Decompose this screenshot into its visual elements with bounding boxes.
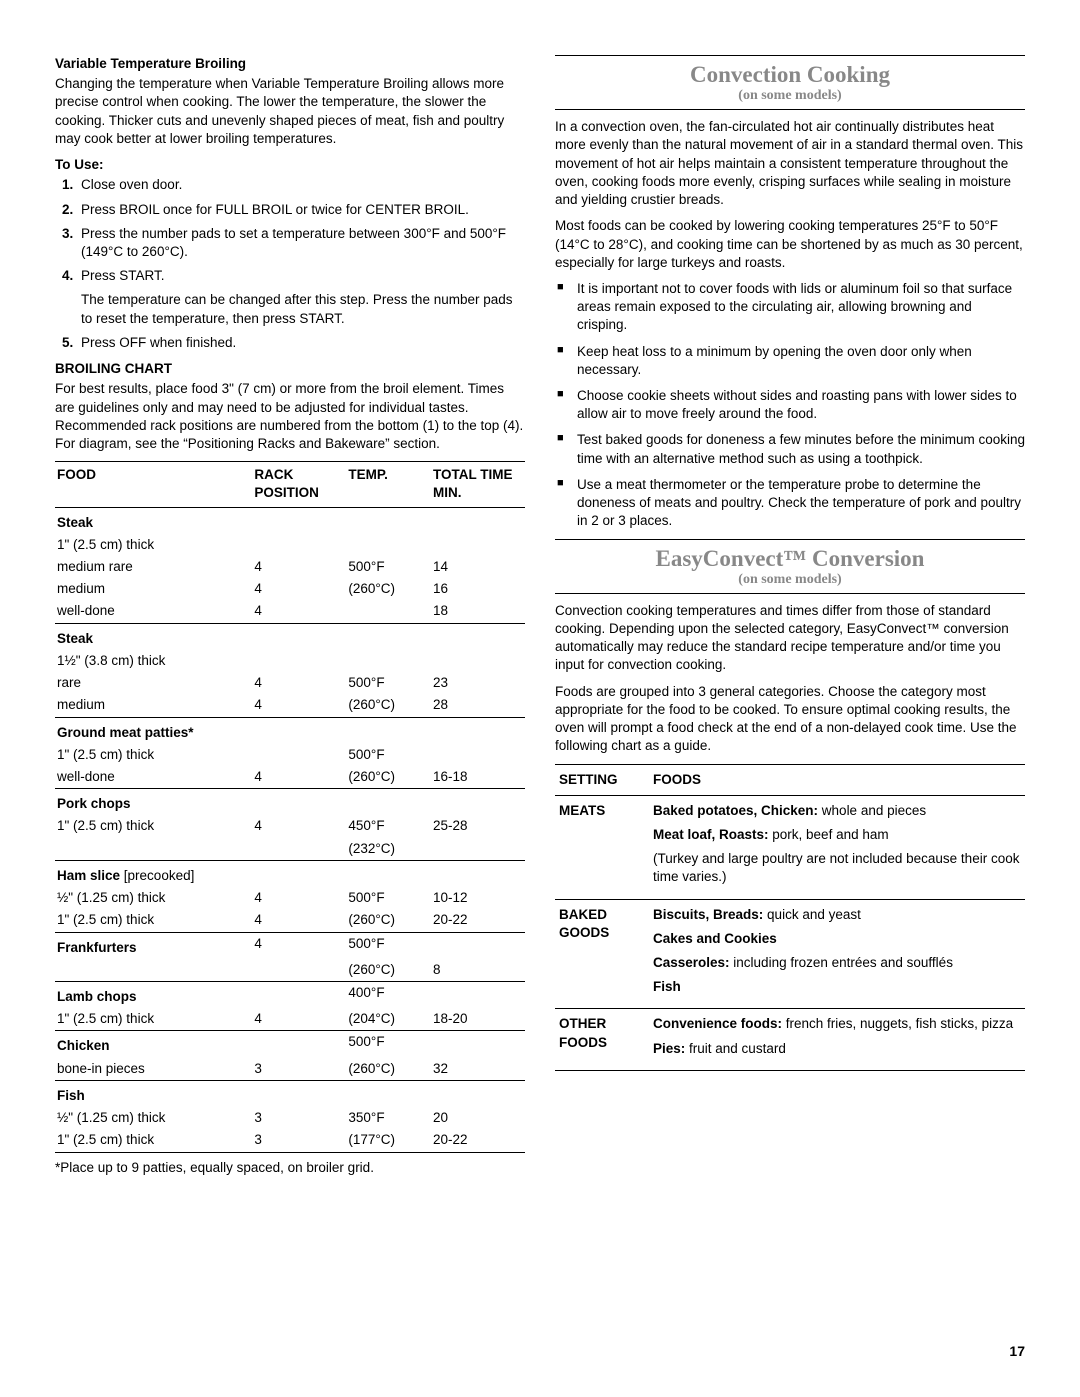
row-other: OTHER FOODS Convenience foods: french fr… <box>555 1009 1025 1070</box>
sz: 1" (2.5 cm) thick <box>55 534 252 556</box>
page-number: 17 <box>1009 1342 1025 1361</box>
th-time: TOTAL TIME MIN. <box>431 462 525 507</box>
step-4-note: The temperature can be changed after thi… <box>81 291 525 327</box>
setting-table: SETTING FOODS MEATS Baked potatoes, Chic… <box>555 764 1025 1071</box>
steps-list: Close oven door. Press BROIL once for FU… <box>55 176 525 352</box>
para-variable-temp: Changing the temperature when Variable T… <box>55 75 525 148</box>
th-foods: FOODS <box>649 764 1025 795</box>
broiling-table: FOOD RACK POSITION TEMP. TOTAL TIME MIN.… <box>55 461 525 1152</box>
th-rack: RACK POSITION <box>252 462 346 507</box>
row-baked: BAKED GOODS Biscuits, Breads: quick and … <box>555 899 1025 1009</box>
heading-to-use: To Use: <box>55 156 525 174</box>
th-setting: SETTING <box>555 764 649 795</box>
conv-b5: Use a meat thermometer or the temperatur… <box>555 476 1025 531</box>
sub-easyconvect: (on some models) <box>555 571 1025 590</box>
table-header-row: FOOD RACK POSITION TEMP. TOTAL TIME MIN. <box>55 462 525 507</box>
step-5: Press OFF when finished. <box>81 335 236 350</box>
conv-b2: Keep heat loss to a minimum by opening t… <box>555 343 1025 379</box>
heading-variable-temp: Variable Temperature Broiling <box>55 55 525 73</box>
row-meats: MEATS Baked potatoes, Chicken: whole and… <box>555 795 1025 899</box>
step-3: Press the number pads to set a temperatu… <box>81 226 506 259</box>
page: Variable Temperature Broiling Changing t… <box>55 55 1025 1177</box>
section-easyconvect: EasyConvect™ Conversion (on some models) <box>555 539 1025 594</box>
heading-easyconvect: EasyConvect™ Conversion <box>555 546 1025 571</box>
conv-b4: Test baked goods for doneness a few minu… <box>555 431 1025 467</box>
conv-b1: It is important not to cover foods with … <box>555 280 1025 335</box>
heading-broiling-chart: BROILING CHART <box>55 360 525 378</box>
grp: Steak <box>57 515 93 530</box>
th-food: FOOD <box>55 462 252 507</box>
right-column: Convection Cooking (on some models) In a… <box>555 55 1025 1177</box>
step-1: Close oven door. <box>81 177 182 192</box>
left-column: Variable Temperature Broiling Changing t… <box>55 55 525 1177</box>
footnote: *Place up to 9 patties, equally spaced, … <box>55 1159 525 1177</box>
step-4: Press START. <box>81 268 165 283</box>
setting-header-row: SETTING FOODS <box>555 764 1025 795</box>
row: medium rare <box>55 556 252 578</box>
easy-p2: Foods are grouped into 3 general categor… <box>555 683 1025 756</box>
step-2: Press BROIL once for FULL BROIL or twice… <box>81 202 469 217</box>
th-temp: TEMP. <box>346 462 431 507</box>
para-broiling: For best results, place food 3" (7 cm) o… <box>55 380 525 453</box>
conv-b3: Choose cookie sheets without sides and r… <box>555 387 1025 423</box>
conv-bullets: It is important not to cover foods with … <box>555 280 1025 531</box>
easy-p1: Convection cooking temperatures and time… <box>555 602 1025 675</box>
conv-p2: Most foods can be cooked by lowering coo… <box>555 217 1025 272</box>
heading-convection: Convection Cooking <box>555 62 1025 87</box>
conv-p1: In a convection oven, the fan-circulated… <box>555 118 1025 209</box>
sub-convection: (on some models) <box>555 87 1025 106</box>
section-convection: Convection Cooking (on some models) <box>555 55 1025 110</box>
